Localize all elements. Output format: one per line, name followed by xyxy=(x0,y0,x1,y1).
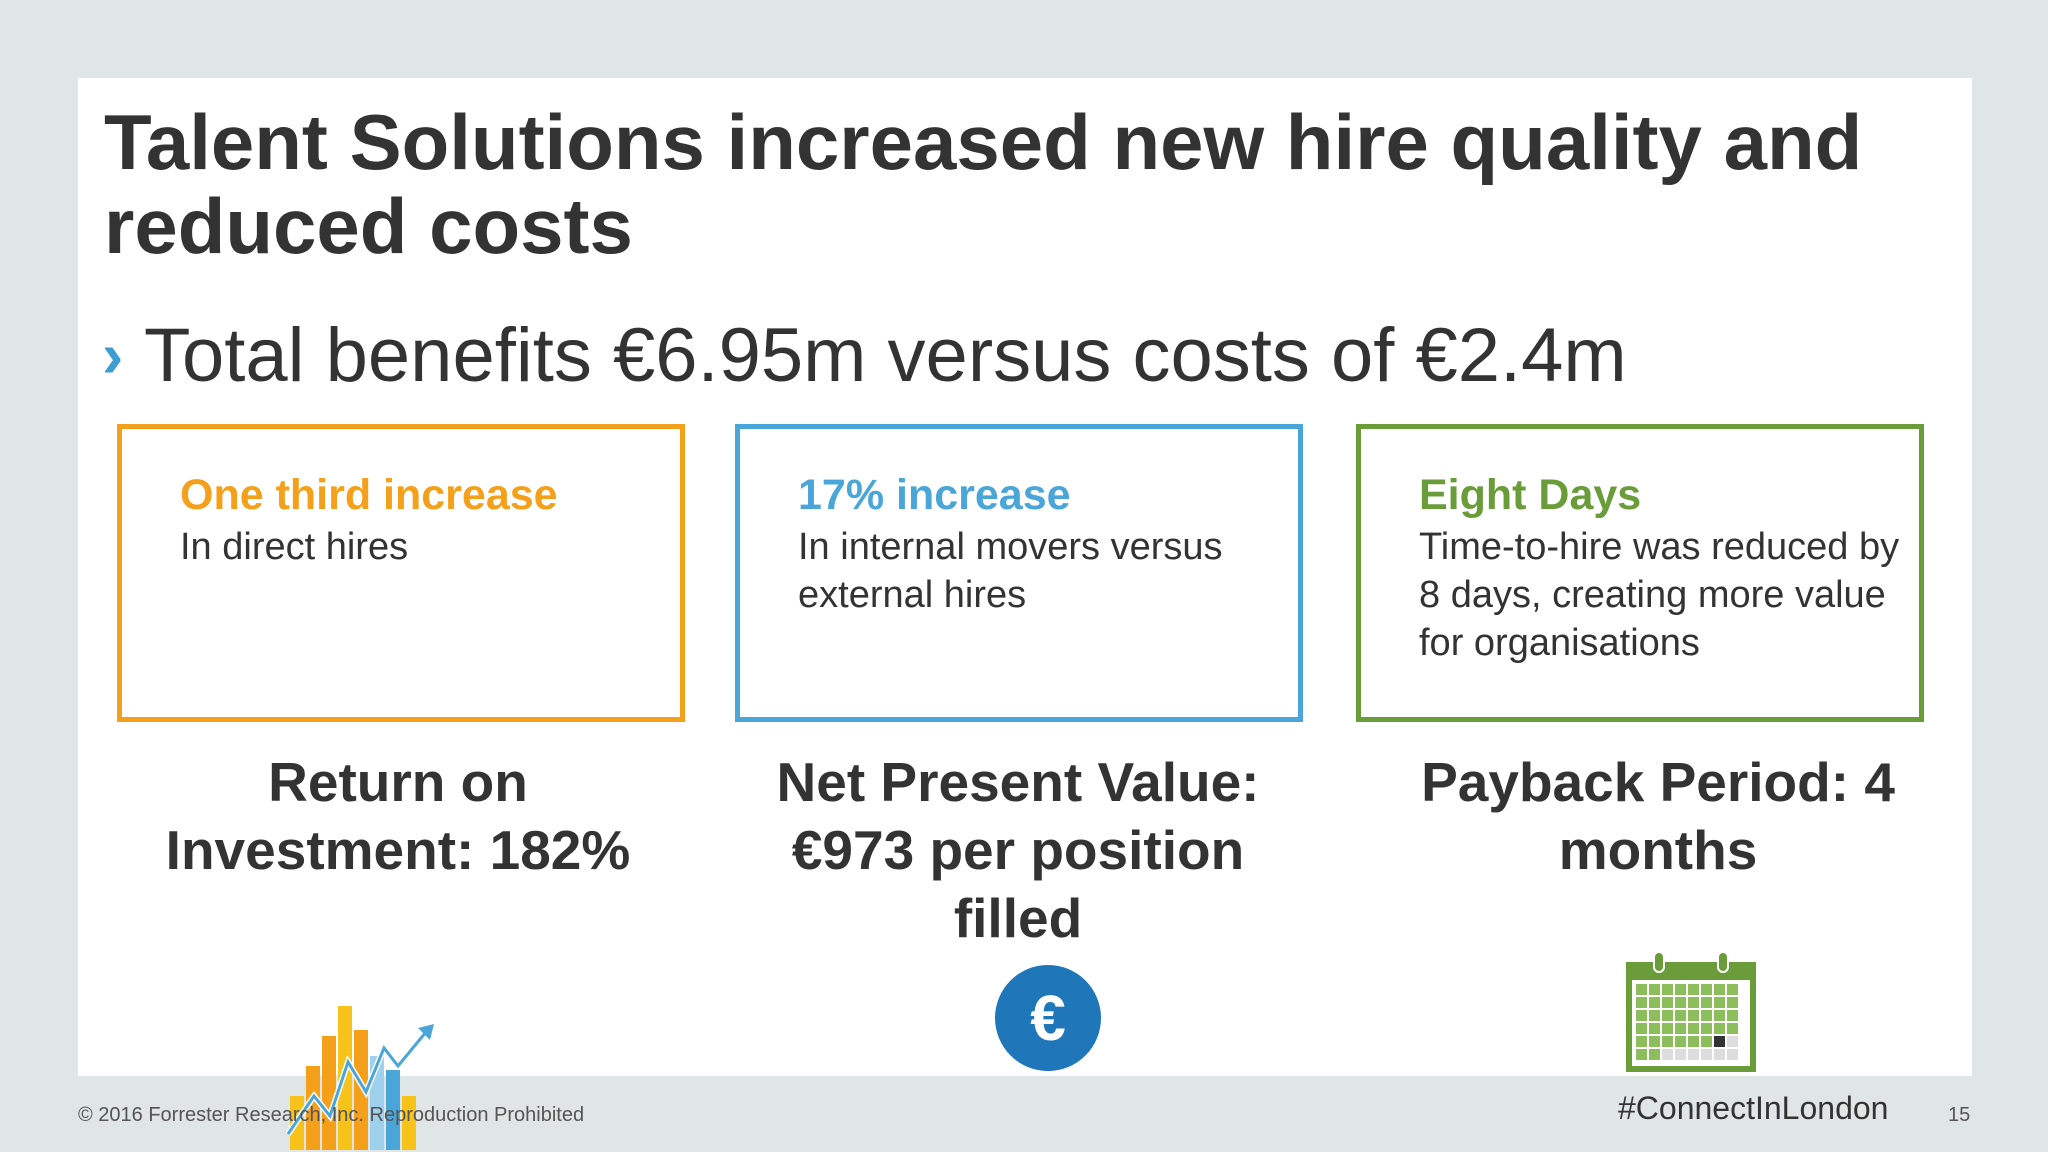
metric-payback: Payback Period: 4 months xyxy=(1421,751,1895,881)
bullet-text: Total benefits €6.95m versus costs of €2… xyxy=(144,313,1627,398)
svg-text:€: € xyxy=(1030,982,1066,1054)
page-number: 15 xyxy=(1948,1104,1971,1126)
benefit-heading: 17% increase xyxy=(798,471,1071,519)
benefit-heading: One third increase xyxy=(180,471,558,519)
calendar-icon xyxy=(1626,952,1756,1072)
benefit-text: Time-to-hire was reduced by 8 days, crea… xyxy=(1419,526,1900,664)
benefit-box-direct-hires: One third increase In direct hires xyxy=(117,424,685,722)
benefit-text: In internal movers versus external hires xyxy=(798,526,1223,616)
slide-title: Talent Solutions increased new hire qual… xyxy=(104,98,1863,270)
bullet-item: › Total benefits €6.95m versus costs of €… xyxy=(102,310,1627,401)
benefit-box-internal-movers: 17% increase In internal movers versus e… xyxy=(735,424,1303,722)
bar-chart-growth-icon xyxy=(286,1006,434,1150)
benefit-box-time-to-hire: Eight Days Time-to-hire was reduced by 8… xyxy=(1356,424,1924,722)
chevron-right-icon: › xyxy=(102,319,124,391)
metric-roi: Return on Investment: 182% xyxy=(165,751,631,881)
slide: Talent Solutions increased new hire qual… xyxy=(78,78,1972,1150)
benefit-text: In direct hires xyxy=(180,526,409,568)
euro-coin-icon: € xyxy=(995,965,1101,1071)
metric-npv: Net Present Value: €973 per position fil… xyxy=(776,751,1260,949)
benefit-heading: Eight Days xyxy=(1419,471,1642,519)
footer-copyright: © 2016 Forrester Research, Inc. Reproduc… xyxy=(78,1104,585,1126)
footer-hashtag: #ConnectInLondon xyxy=(1618,1090,1889,1126)
